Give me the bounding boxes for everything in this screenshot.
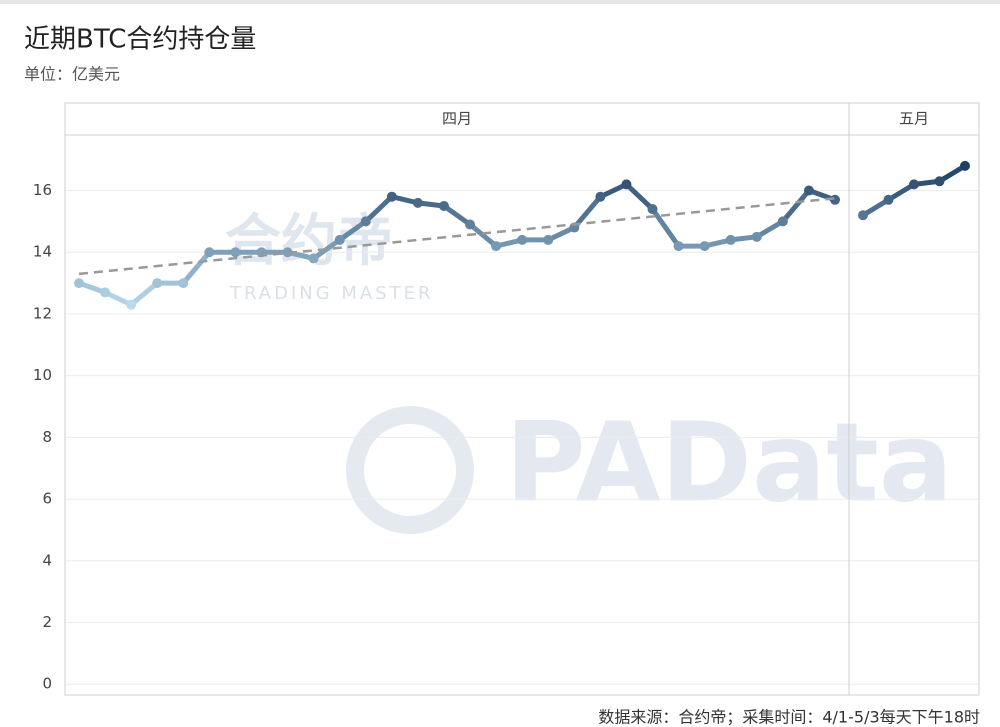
data-point: [699, 241, 710, 252]
watermark: PAData: [505, 398, 953, 526]
data-point: [960, 160, 970, 171]
line-segment: [441, 203, 473, 227]
data-point: [909, 179, 919, 190]
line-segment: [571, 194, 603, 231]
data-point: [360, 216, 371, 227]
line-segment: [467, 221, 499, 249]
data-point: [308, 253, 319, 264]
y-tick-label: 16: [33, 181, 52, 199]
data-point: [178, 278, 189, 289]
data-point: [777, 216, 788, 227]
line-segment: [754, 218, 786, 240]
line-segment: [780, 188, 812, 224]
y-tick-label: 2: [42, 613, 52, 631]
line-segment: [128, 280, 160, 308]
y-tick-label: 4: [42, 551, 52, 569]
data-point: [543, 234, 554, 245]
data-point: [647, 204, 658, 215]
trend-line: [78, 197, 836, 276]
y-tick-label: 6: [42, 490, 52, 508]
data-point: [621, 179, 632, 190]
panel-frame: [848, 102, 980, 696]
data-point: [725, 234, 736, 245]
data-point: [595, 191, 606, 202]
data-point: [282, 247, 293, 258]
data-point: [803, 185, 814, 196]
data-point: [491, 241, 502, 252]
data-point: [883, 194, 894, 205]
top-bar: [0, 0, 1000, 4]
data-point: [751, 231, 762, 242]
panel-label: 五月: [899, 110, 929, 128]
data-point: [100, 287, 111, 298]
chart-subtitle: 单位：亿美元: [24, 65, 120, 84]
panel-label: 四月: [442, 110, 472, 128]
data-point: [858, 210, 868, 221]
watermark-logo: [346, 406, 474, 534]
data-point: [412, 197, 423, 208]
data-point: [934, 176, 945, 187]
line-segment: [650, 206, 682, 249]
source-note: 数据来源：合约帝；采集时间：4/1-5/3每天下午18时: [598, 708, 980, 727]
line-segment: [623, 181, 656, 212]
line-segment: [337, 218, 369, 243]
chart-title: 近期BTC合约持仓量: [24, 25, 256, 55]
y-tick-label: 12: [33, 304, 52, 322]
y-tick-label: 10: [33, 366, 52, 384]
line-segment: [180, 249, 212, 286]
data-point: [673, 241, 684, 252]
data-point: [204, 247, 215, 258]
watermark: TRADING MASTER: [229, 283, 434, 304]
data-point: [334, 234, 345, 245]
data-point: [517, 234, 528, 245]
data-point: [386, 191, 397, 202]
y-tick-label: 0: [42, 675, 52, 693]
y-tick-label: 8: [42, 428, 52, 446]
data-point: [74, 278, 84, 289]
line-segment: [363, 194, 395, 224]
data-point: [126, 299, 137, 310]
data-point: [152, 278, 163, 289]
data-point: [438, 200, 449, 211]
data-point: [465, 219, 476, 230]
y-tick-label: 14: [33, 243, 52, 261]
data-point: [230, 247, 241, 258]
